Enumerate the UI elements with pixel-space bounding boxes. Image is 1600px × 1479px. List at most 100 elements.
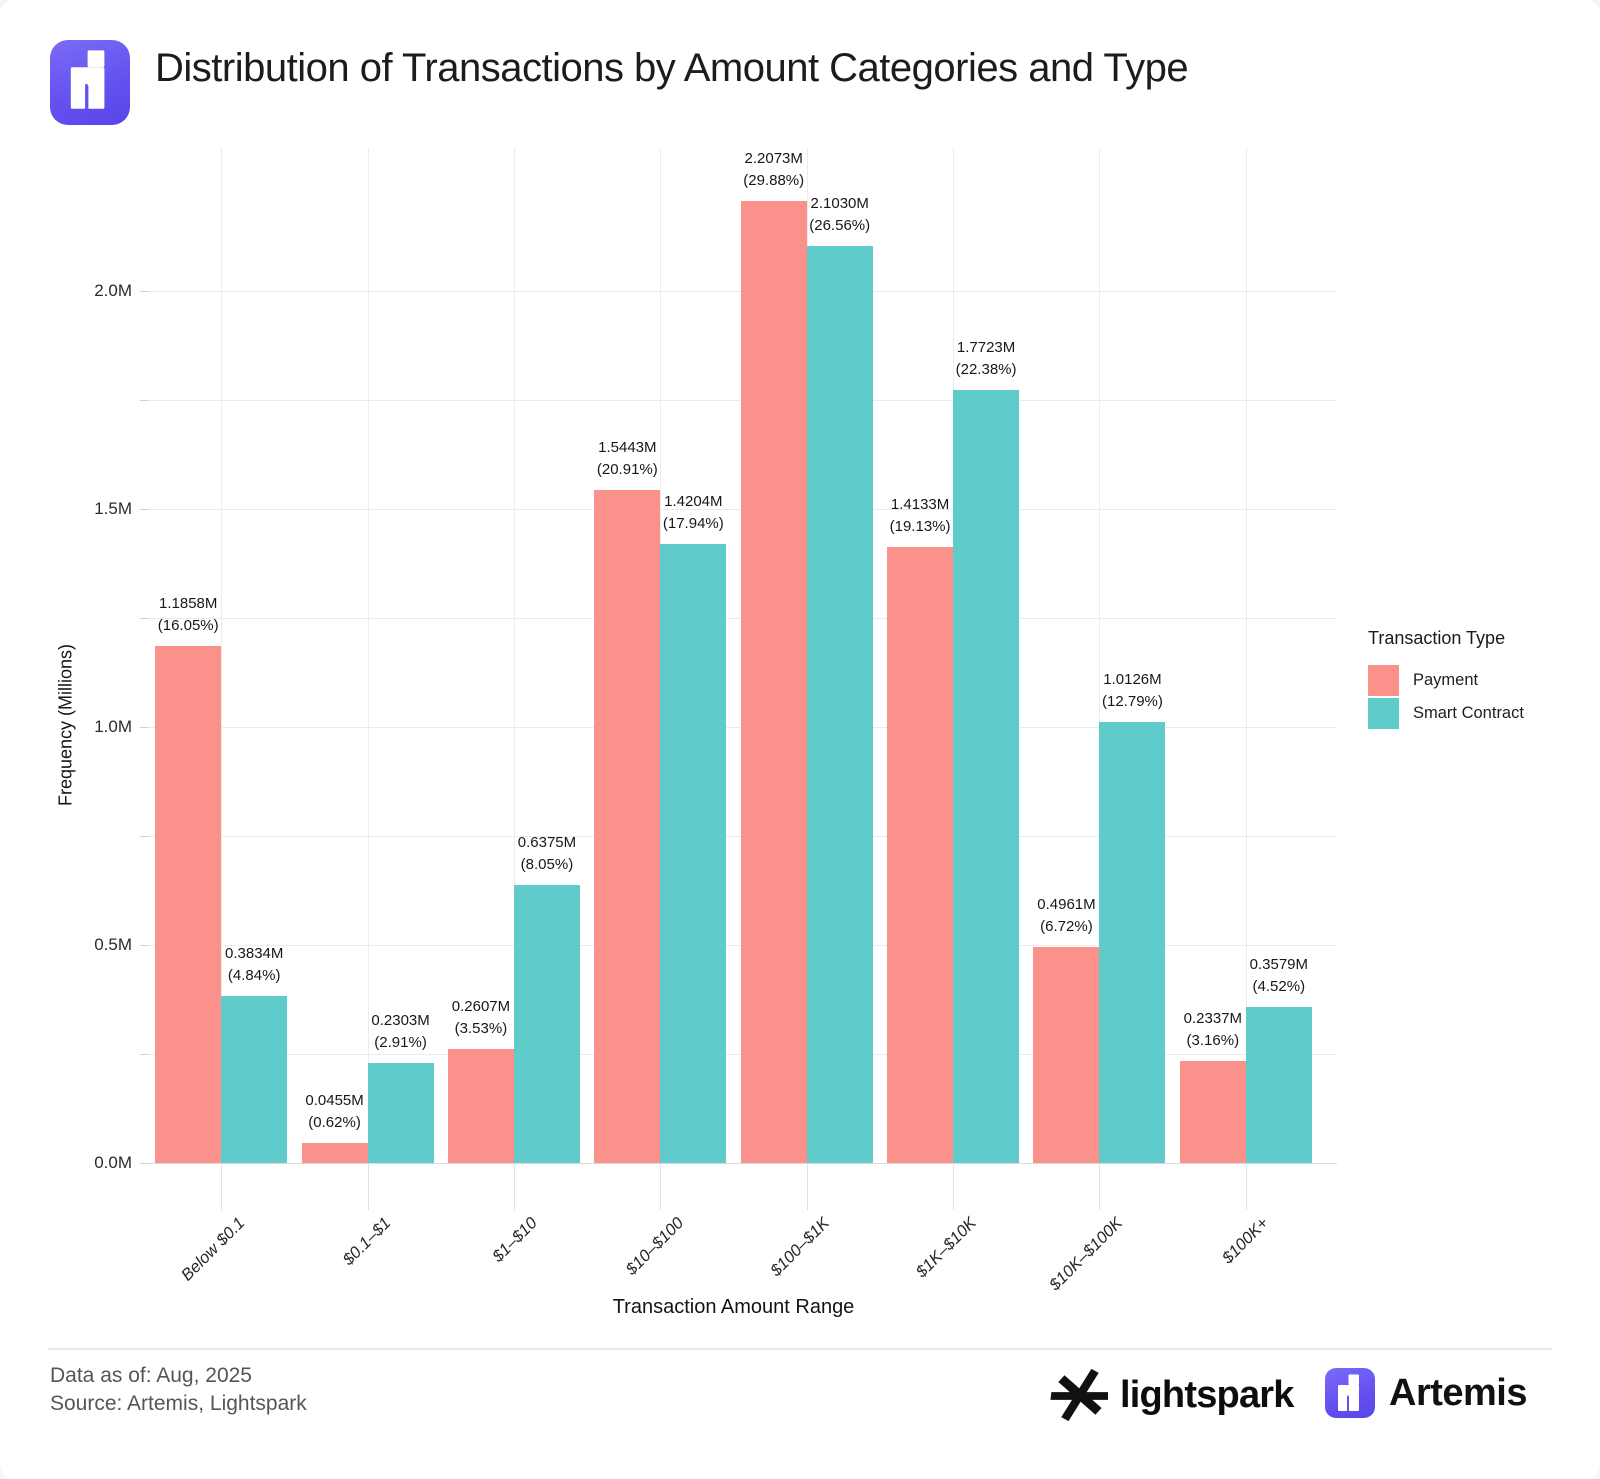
bar-value-label: 0.2337M (3.16%) — [1138, 1008, 1288, 1052]
x-tick-label: $100–$1K — [767, 1214, 834, 1280]
bar-smart-contract-4 — [806, 246, 873, 1163]
bar-value-label: 2.1030M (26.56%) — [765, 193, 915, 237]
gridline-v — [1245, 148, 1247, 1163]
bar-value-label: 1.0126M (12.79%) — [1057, 669, 1207, 713]
bar-value: 1.7723M — [956, 339, 1016, 357]
bar-smart-contract-5 — [953, 390, 1020, 1163]
bar-value: 1.4204M — [664, 492, 723, 510]
bar-percent: (3.16%) — [1186, 1032, 1240, 1050]
bar-percent: (8.05%) — [520, 856, 574, 874]
bar-smart-contract-6 — [1099, 721, 1166, 1163]
bar-percent: (3.53%) — [454, 1020, 508, 1038]
bar-payment-6 — [1033, 946, 1100, 1163]
bar-value: 2.2073M — [744, 149, 803, 167]
bar-smart-contract-3 — [660, 543, 727, 1163]
lightspark-wordmark: lightspark — [1120, 1373, 1294, 1416]
footer-source: Source: Artemis, Lightspark — [50, 1392, 307, 1415]
x-tick-label: $1–$10 — [489, 1214, 541, 1266]
page-title: Distribution of Transactions by Amount C… — [155, 46, 1189, 90]
bar-value-label: 1.4133M (19.13%) — [845, 494, 995, 538]
bar-value-label: 1.7723M (22.38%) — [911, 337, 1061, 381]
bar-payment-5 — [887, 546, 954, 1163]
bar-value: 0.2303M — [371, 1011, 430, 1029]
legend-swatch-smart-contract — [1368, 698, 1399, 729]
bar-percent: (6.72%) — [1040, 917, 1093, 935]
x-axis-tick — [660, 1163, 662, 1210]
y-axis-tick — [140, 1163, 148, 1164]
x-axis-tick — [953, 1163, 955, 1210]
bar-payment-0 — [155, 645, 222, 1163]
x-axis-tick — [513, 1163, 515, 1210]
artemis-footer-icon — [1325, 1368, 1375, 1418]
y-axis-tick — [140, 945, 148, 946]
artemis-pixel-a-glyph — [70, 50, 105, 111]
x-tick-label: $0.1–$1 — [339, 1214, 395, 1269]
bar-payment-7 — [1179, 1061, 1246, 1163]
gridline-v — [221, 148, 223, 1163]
bar-value-label: 0.2607M (3.53%) — [406, 996, 556, 1040]
artemis-logo-icon — [50, 40, 130, 125]
y-tick-label: 1.5M — [94, 499, 132, 518]
bar-percent: (26.56%) — [809, 217, 871, 235]
bar-percent: (16.05%) — [157, 616, 219, 634]
x-tick-label: $10K–$100K — [1045, 1214, 1127, 1295]
bar-payment-3 — [594, 489, 661, 1163]
y-tick-label: 1.0M — [94, 717, 132, 736]
legend-item-smart-contract: Smart Contract — [1368, 698, 1578, 729]
bar-percent: (2.91%) — [374, 1033, 427, 1051]
y-tick-label: 2.0M — [94, 281, 132, 300]
bar-value: 2.1030M — [810, 195, 869, 213]
bar-value-label: 0.3834M (4.84%) — [179, 943, 329, 987]
artemis-footer-logo: Artemis — [1325, 1368, 1528, 1418]
lightspark-asterisk-icon — [1050, 1368, 1108, 1422]
artemis-wordmark: Artemis — [1389, 1371, 1528, 1414]
gridline-v — [513, 148, 515, 1163]
footer-divider — [48, 1348, 1552, 1350]
bar-value-label: 0.3579M (4.52%) — [1204, 954, 1354, 998]
bar-smart-contract-0 — [221, 995, 288, 1163]
x-tick-label: $10–$100 — [622, 1214, 688, 1279]
bar-value: 1.1858M — [159, 594, 218, 612]
y-axis-tick — [140, 291, 148, 292]
bar-value-label: 2.2073M (29.88%) — [699, 148, 849, 192]
bar-value: 0.2607M — [451, 998, 511, 1016]
y-axis-tick — [140, 400, 148, 401]
lightspark-logo: lightspark — [1046, 1368, 1294, 1422]
gridline-v — [1099, 148, 1101, 1163]
y-tick-label: 0.0M — [94, 1153, 132, 1172]
bar-value: 0.4961M — [1037, 895, 1096, 913]
y-tick-label: 0.5M — [94, 935, 132, 954]
bar-percent: (4.84%) — [227, 966, 281, 984]
x-axis-tick — [1099, 1163, 1101, 1210]
x-tick-label: Below $0.1 — [177, 1214, 248, 1285]
bar-value-label: 1.1858M (16.05%) — [113, 593, 263, 637]
y-axis-tick — [140, 836, 148, 837]
bar-value-label: 1.5443M (20.91%) — [552, 437, 702, 481]
y-axis-tick — [140, 727, 148, 728]
artemis-pixel-a-glyph — [1338, 1374, 1359, 1412]
y-axis-tick — [140, 1054, 148, 1055]
bar-value: 1.4133M — [890, 495, 950, 513]
bar-value: 0.6375M — [517, 834, 577, 852]
bar-percent: (22.38%) — [955, 361, 1017, 379]
legend-label-smart-contract: Smart Contract — [1413, 704, 1524, 722]
x-tick-label: $1K–$10K — [912, 1214, 980, 1282]
y-axis-tick — [140, 618, 148, 619]
bar-smart-contract-1 — [367, 1062, 434, 1163]
bar-value: 0.2337M — [1183, 1010, 1242, 1028]
bar-percent: (12.79%) — [1102, 692, 1163, 710]
y-axis-tick — [140, 509, 148, 510]
x-axis-tick — [806, 1163, 808, 1210]
x-tick-label: $100K+ — [1219, 1214, 1273, 1268]
bar-payment-4 — [740, 200, 807, 1163]
bar-value-label: 0.2303M (2.91%) — [326, 1010, 476, 1054]
legend: Transaction Type Payment Smart Contract — [1368, 628, 1578, 731]
bar-percent: (19.13%) — [889, 517, 951, 535]
bar-value: 0.0455M — [305, 1092, 364, 1110]
legend-label-payment: Payment — [1413, 671, 1479, 689]
bar-value-label: 1.4204M (17.94%) — [618, 491, 768, 535]
bar-value-label: 0.4961M (6.72%) — [991, 894, 1141, 938]
legend-title: Transaction Type — [1368, 628, 1506, 648]
bar-value: 1.0126M — [1103, 670, 1162, 688]
